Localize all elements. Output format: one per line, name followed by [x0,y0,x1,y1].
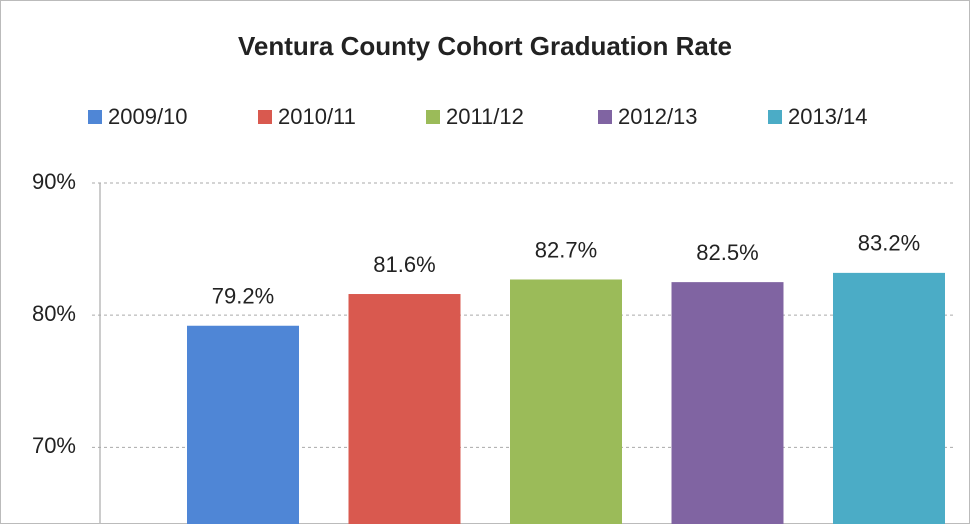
legend-label: 2010/11 [278,104,356,129]
bar [671,282,784,524]
value-label: 83.2% [858,231,920,256]
y-tick-label: 70% [32,433,76,458]
legend-label: 2013/14 [788,104,868,129]
y-tick-label: 90% [32,169,76,194]
bar [833,272,945,524]
value-label: 82.7% [535,237,597,262]
legend-swatch [258,110,272,124]
bar [510,279,622,524]
chart-title: Ventura County Cohort Graduation Rate [238,31,732,61]
legend-swatch [426,110,440,124]
legend-swatch [88,110,102,124]
legend-label: 2011/12 [446,104,524,129]
legend-label: 2012/13 [618,104,698,129]
bar [187,325,299,524]
legend-label: 2009/10 [108,104,188,129]
value-label: 81.6% [373,252,435,277]
y-tick-label: 80% [32,301,76,326]
legend-swatch [768,110,782,124]
value-label: 82.5% [696,240,758,265]
legend-swatch [598,110,612,124]
value-label: 79.2% [212,284,274,309]
bar [348,294,461,524]
